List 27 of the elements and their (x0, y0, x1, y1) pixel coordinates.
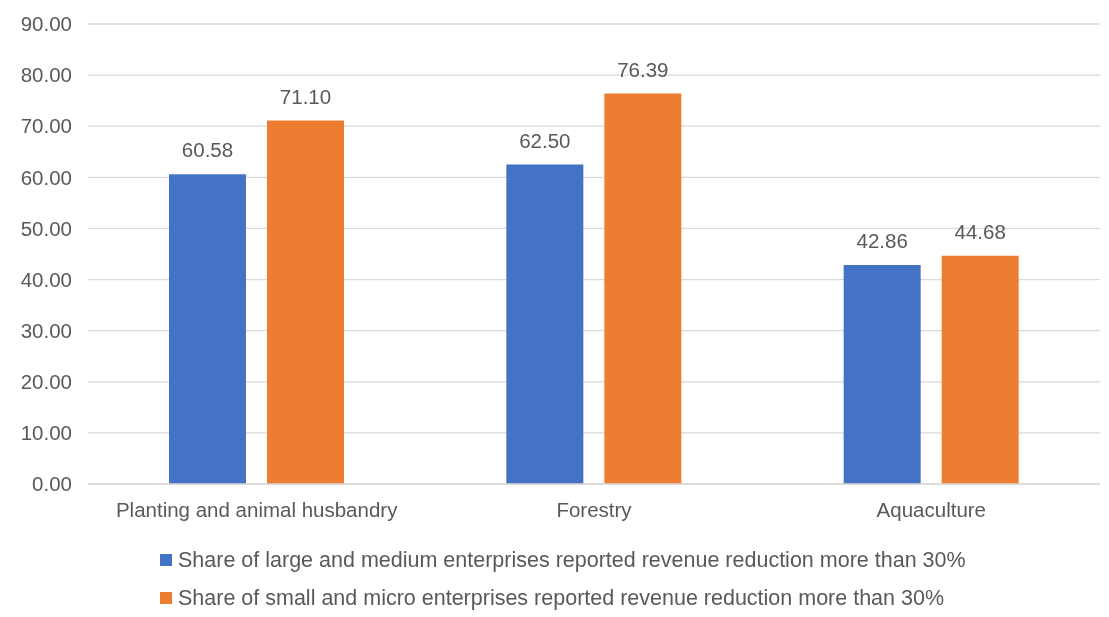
data-label: 71.10 (279, 84, 332, 108)
y-tick-label: 40.00 (20, 267, 72, 291)
data-label: 62.50 (519, 128, 571, 152)
bar (267, 120, 344, 484)
data-label: 60.58 (181, 138, 234, 162)
x-tick-label: Aquaculture (876, 497, 987, 521)
y-tick-label: 0.00 (32, 472, 72, 496)
y-tick-label: 90.00 (20, 12, 72, 36)
legend-label: Share of large and medium enterprises reported revenue reduction more than 30% (178, 547, 966, 573)
bar (941, 255, 1019, 484)
y-tick-label: 80.00 (20, 63, 72, 87)
bar (169, 174, 246, 484)
y-tick-label: 30.00 (20, 318, 72, 342)
bar (604, 93, 682, 484)
data-label: 42.86 (856, 228, 908, 252)
y-tick-label: 60.00 (20, 165, 72, 189)
y-tick-label: 50.00 (20, 216, 72, 240)
y-tick-label: 10.00 (20, 421, 72, 445)
y-tick-label: 20.00 (20, 370, 72, 394)
bar (506, 164, 584, 484)
x-tick-label: Planting and animal husbandry (115, 497, 399, 521)
legend-label: Share of small and micro enterprises reported revenue reduction more than 30% (178, 585, 945, 611)
x-tick-label: Forestry (556, 497, 633, 521)
data-label: 76.39 (617, 57, 669, 81)
y-tick-label: 70.00 (20, 114, 72, 138)
bar (843, 264, 921, 484)
data-label: 44.68 (954, 219, 1006, 243)
